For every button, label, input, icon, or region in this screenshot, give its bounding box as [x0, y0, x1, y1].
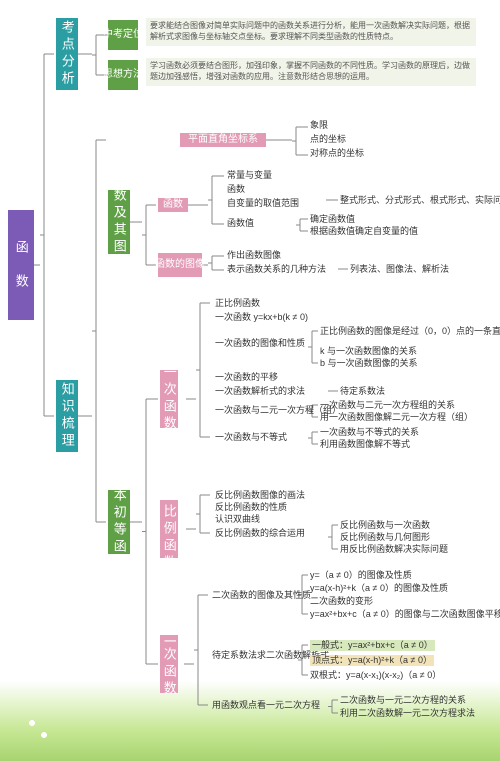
- leaf-text: 一次函数解析式的求法: [215, 386, 305, 397]
- leaf-text: 利用二次函数解一元二次方程求法: [340, 708, 475, 719]
- box: 中考定位: [108, 20, 138, 50]
- leaf-text: 正比例函数的图像是经过（0，0）点的一条直线: [320, 326, 500, 337]
- leaf-text: 用反比例函数解决实际问题: [340, 544, 448, 555]
- leaf-text: 作出函数图像: [227, 250, 281, 261]
- leaf-text: 二次函数的图像及其性质: [212, 590, 311, 601]
- leaf-text: b 与一次函数图像的关系: [320, 358, 418, 369]
- leaf-text: 顶点式：y=a(x-h)²+k（a ≠ 0）: [310, 655, 434, 666]
- box: 思想方法: [108, 60, 138, 90]
- leaf-text: 对称点的坐标: [310, 148, 364, 159]
- coord: 平面直角坐标系: [180, 133, 266, 147]
- leaf-text: 用函数观点看一元二次方程: [212, 700, 320, 711]
- leaf-text: 认识双曲线: [215, 514, 260, 525]
- leaf-text: 表示函数关系的几种方法: [227, 264, 326, 275]
- leaf-text: 双根式：y=a(x-x₁)(x-x₂)（a ≠ 0）: [310, 670, 441, 681]
- desc-text: 学习函数必须要结合图形，加强印象，掌握不同函数的不同性质。学习函数的原理后，边做…: [146, 58, 476, 86]
- leaf-text: 自变量的取值范围: [227, 198, 299, 209]
- leaf-text: 确定函数值: [310, 214, 355, 225]
- leaf-text: 正比例函数: [215, 298, 260, 309]
- leaf-text: 一般式：y=ax²+bx+c（a ≠ 0）: [310, 640, 435, 651]
- inverse: 反比例函数: [160, 500, 178, 558]
- leaf-text: 待定系数法: [340, 386, 385, 397]
- leaf-text: 一次函数的平移: [215, 372, 278, 383]
- leaf-text: y=（a ≠ 0）的图像及性质: [310, 570, 412, 581]
- leaf-text: 二次函数的变形: [310, 596, 373, 607]
- leaf-text: 一次函数的图像和性质: [215, 338, 305, 349]
- leaf-text: 列表法、图像法、解析法: [350, 264, 449, 275]
- leaf-text: 一次函数与不等式: [215, 432, 287, 443]
- hanshu: 函数: [158, 198, 188, 212]
- leaf-text: 一次函数与二元一次方程组的关系: [320, 400, 455, 411]
- leaf-text: 利用函数图像解不等式: [320, 439, 410, 450]
- leaf-text: 用一次函数图像解二元一次方程（组）: [320, 412, 473, 423]
- basic: 基本初等函数: [108, 490, 130, 554]
- root: 函 数: [8, 210, 34, 320]
- quad: 二次函数: [160, 635, 178, 693]
- leaf-text: 根据函数值确定自变量的值: [310, 226, 418, 237]
- leaf-text: y=ax²+bx+c（a ≠ 0）的图像与二次函数图像平移: [310, 609, 500, 620]
- leaf-text: 函数: [227, 184, 245, 195]
- leaf-text: 反比例函数的性质: [215, 502, 287, 513]
- leaf-text: k 与一次函数图像的关系: [320, 346, 417, 357]
- leaf-text: 整式形式、分式形式、根式形式、实际问题: [340, 195, 500, 206]
- leaf-text: 反比例函数图像的画法: [215, 490, 305, 501]
- linear: 一次函数: [160, 370, 178, 428]
- leaf-text: 点的坐标: [310, 134, 346, 145]
- leaf-text: 一次函数 y=kx+b(k ≠ 0): [215, 312, 308, 323]
- desc-text: 要求能结合图像对简单实际问题中的函数关系进行分析，能用一次函数解决实际问题，根据…: [146, 18, 476, 46]
- fnimg: 函数及其图像: [108, 190, 130, 254]
- kaodian: 考点分析: [56, 18, 78, 90]
- fnpic: 函数的图像: [158, 253, 202, 277]
- leaf-text: 反比例函数与一次函数: [340, 520, 430, 531]
- leaf-text: 一次函数与不等式的关系: [320, 427, 419, 438]
- leaf-text: 象限: [310, 120, 328, 131]
- leaf-text: 反比例函数与几何图形: [340, 532, 430, 543]
- zhishi: 知识梳理: [56, 380, 78, 452]
- leaf-text: y=a(x-h)²+k（a ≠ 0）的图像及性质: [310, 583, 448, 594]
- leaf-text: 反比例函数的综合运用: [215, 528, 305, 539]
- leaf-text: 函数值: [227, 218, 254, 229]
- leaf-text: 常量与变量: [227, 170, 272, 181]
- leaf-text: 二次函数与一元二次方程的关系: [340, 695, 466, 706]
